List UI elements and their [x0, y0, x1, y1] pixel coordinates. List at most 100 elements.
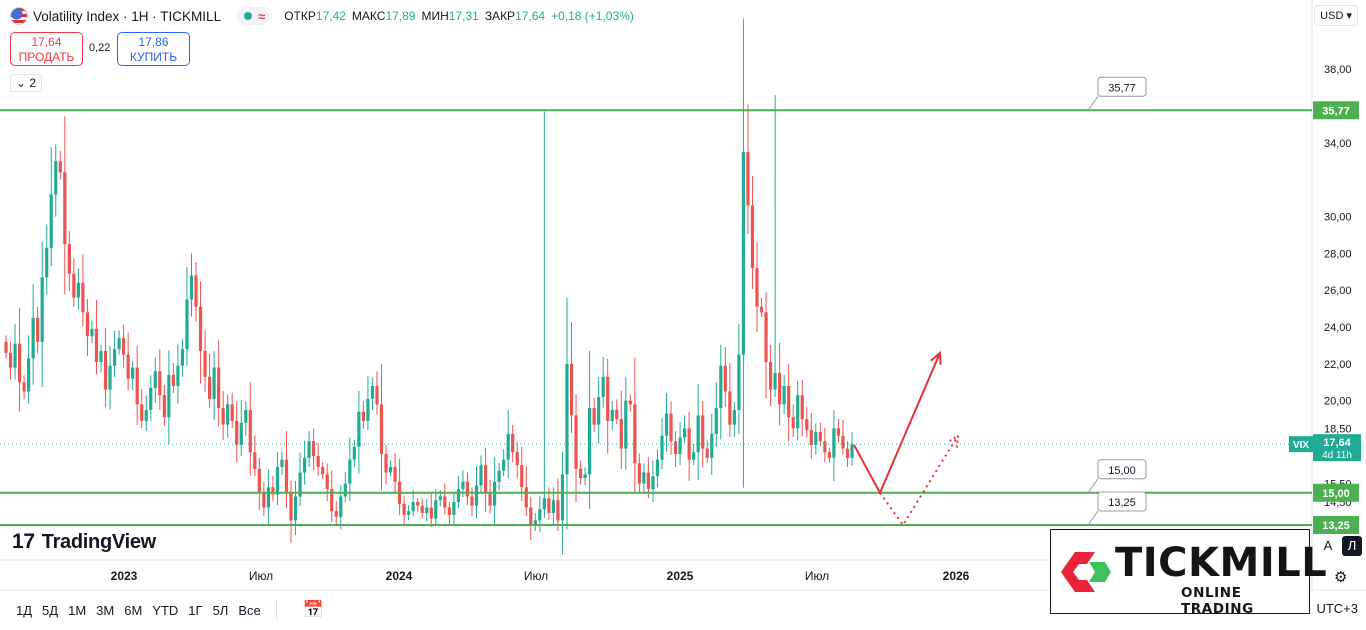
timeframe-6m-button[interactable]: 6М [124, 602, 143, 618]
ohlc-low: МИН17,31 [421, 9, 479, 23]
ohlc-close: ЗАКР17,64 [484, 9, 546, 23]
candle-body [235, 420, 239, 445]
timeframe-1d-button[interactable]: 1Д [16, 602, 33, 618]
candle-body [366, 398, 370, 421]
candle-body [407, 511, 411, 515]
candle-body [465, 481, 470, 497]
price-axis-tick: 38,00 [1324, 64, 1352, 76]
candle-body [302, 457, 307, 473]
candle-body [728, 391, 732, 425]
price-axis-tick: 26,00 [1324, 285, 1352, 297]
candle-body [642, 472, 646, 484]
candle-body [560, 474, 565, 521]
candle-body [162, 395, 166, 418]
candle-body [655, 459, 660, 477]
projection-solid-arrow-arrowhead [930, 350, 942, 365]
candle-body [764, 312, 768, 363]
symbol-header: Volatility Index · 1H · TICKMILL ≈ ОТКР1… [10, 5, 634, 27]
candle-body [144, 409, 148, 421]
gear-icon[interactable]: ⚙ [1334, 569, 1348, 586]
candle-body [13, 343, 17, 368]
candle-body [257, 468, 261, 493]
tradingview-logo[interactable]: 17 TradingView [12, 530, 156, 554]
auto-scale-button[interactable]: A [1323, 538, 1333, 553]
timeframe-1m-button[interactable]: 1М [68, 602, 87, 618]
time-axis-label: 2023 [111, 569, 138, 583]
market-open-icon [244, 12, 253, 20]
level-callout-label: 13,25 [1108, 497, 1136, 509]
candle-body [339, 496, 343, 517]
data-status-icon: ≈ [258, 8, 266, 24]
candle-body [185, 299, 189, 350]
timeframe-5d-button[interactable]: 5Д [42, 602, 59, 618]
candle-body [36, 317, 40, 342]
market-status-pill[interactable]: ≈ [237, 7, 273, 25]
candle-body [578, 468, 583, 479]
level-price-tag [1313, 516, 1359, 534]
candle-body [271, 487, 275, 495]
timeframe-all-button[interactable]: Все [238, 602, 261, 618]
candle-body [293, 496, 298, 521]
candle-body [809, 430, 813, 445]
timeframe-ytd-button[interactable]: YTD [152, 602, 179, 618]
candle-body [628, 400, 632, 405]
candle-body [54, 161, 58, 195]
timeframe-1y-button[interactable]: 1Г [188, 602, 203, 618]
ohlc-open: ОТКР17,42 [284, 9, 346, 23]
candle-body [497, 470, 501, 482]
timeframe-5y-button[interactable]: 5Л [212, 602, 229, 618]
candle-body [180, 349, 185, 366]
candle-body [447, 507, 451, 515]
projection-solid-arrow[interactable] [853, 352, 941, 496]
candle-body [248, 409, 252, 453]
candle-body [664, 413, 669, 436]
candle-body [289, 492, 293, 521]
projection-dotted-arrow[interactable] [879, 435, 959, 527]
level-price-tag [1313, 101, 1359, 120]
indicators-toggle[interactable]: ⌄ 2 [10, 74, 43, 92]
candle-body [434, 500, 438, 519]
candle-body [547, 498, 551, 514]
sell-label: ПРОДАТЬ [18, 50, 75, 64]
candle-body [524, 487, 528, 508]
calendar-range-icon[interactable]: 📅 [302, 600, 324, 619]
candle-body [49, 194, 53, 248]
candle-body [701, 415, 705, 449]
log-scale-button[interactable]: Л [1342, 536, 1362, 556]
candle-body [836, 428, 841, 436]
candle-body [814, 432, 818, 445]
candle-body [796, 395, 800, 429]
candle-body [723, 365, 727, 392]
candle-body [375, 385, 379, 405]
sell-button[interactable]: 17,64 ПРОДАТЬ [10, 32, 83, 66]
symbol-title[interactable]: Volatility Index · 1H · TICKMILL [33, 8, 222, 24]
spread-value: 0,22 [89, 42, 111, 54]
candle-body [244, 409, 248, 423]
candle-body [660, 435, 664, 460]
candle-body [741, 152, 746, 355]
tickmill-mark-icon [1061, 552, 1111, 592]
candle-body [221, 408, 225, 425]
candle-body [624, 400, 628, 449]
buy-button[interactable]: 17,86 КУПИТЬ [117, 32, 190, 66]
candle-body [705, 448, 709, 458]
timeframe-3m-button[interactable]: 3М [96, 602, 115, 618]
candle-body [746, 152, 750, 206]
candle-body [515, 452, 519, 466]
projection-dotted-arrow-arrowhead [947, 433, 960, 448]
level-price-label: 15,00 [1322, 488, 1350, 500]
candle-body [773, 373, 777, 390]
candle-body [334, 511, 338, 517]
candle-body [393, 466, 397, 482]
candle-body [506, 433, 510, 460]
candle-body [94, 328, 99, 363]
timezone-button[interactable]: UTC+3 [1316, 601, 1358, 616]
candle-body [479, 465, 483, 486]
candle-body [72, 273, 76, 298]
currency-select[interactable]: USD ▾ [1314, 5, 1358, 26]
candle-body [112, 349, 117, 366]
candle-body [312, 441, 316, 456]
candle-body [737, 354, 741, 410]
candle-body [207, 376, 212, 399]
